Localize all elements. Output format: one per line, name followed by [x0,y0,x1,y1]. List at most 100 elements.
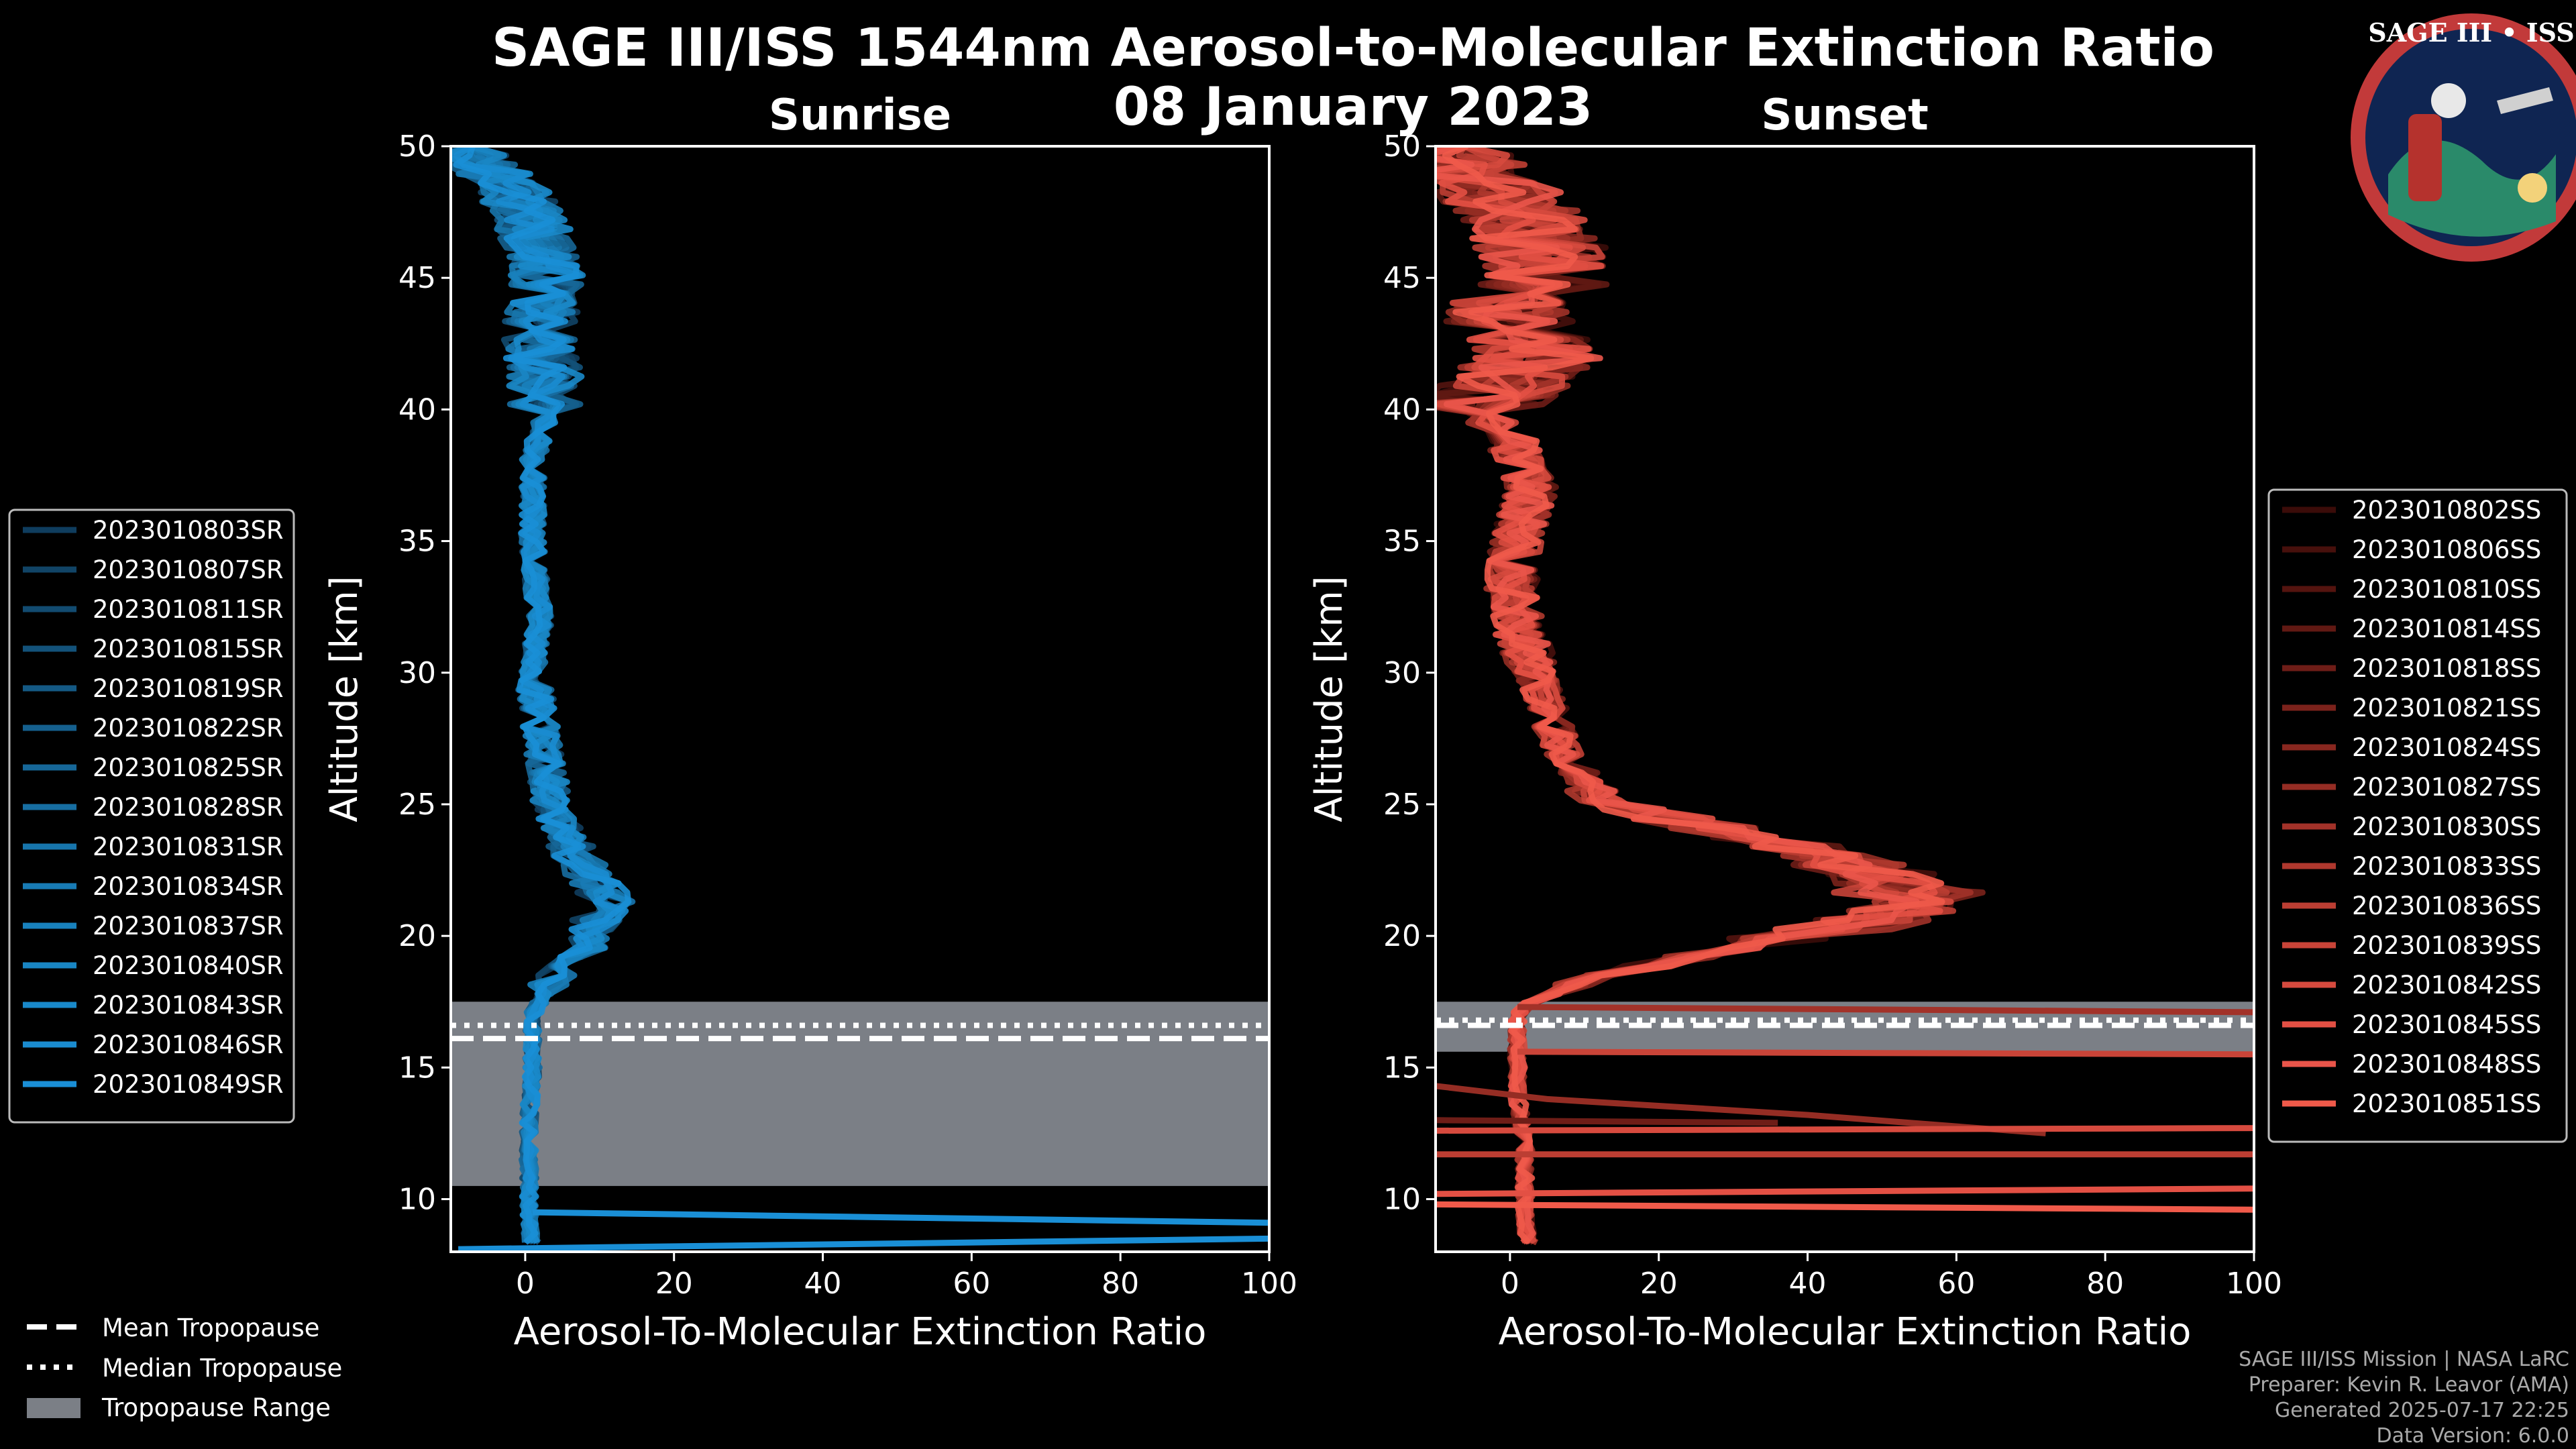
logo-sun-icon [2518,173,2547,203]
anomaly-line-3 [1436,1083,2046,1136]
legend-label: 2023010851SS [2352,1089,2541,1118]
anomaly-line-1 [532,1209,1269,1226]
credit-data-version: Data Version: 6.0.0 [2377,1424,2569,1448]
legend-label: 2023010806SS [2352,535,2541,564]
y-tick-label: 45 [398,261,436,295]
panel-title-sunset: Sunset [1761,91,1928,140]
panel-sunrise: 0 20 40 60 80 100 10 15 20 25 30 35 40 45 50 Aerosol-To… [323,91,1297,1354]
median-tropopause-label: Median Tropopause [102,1354,342,1383]
tropopause-range-label: Tropopause Range [101,1393,331,1422]
logo-iss-icon [2497,87,2553,114]
y-tick-label: 50 [1383,129,1421,164]
logo-moon-icon [2431,83,2466,118]
anomaly-line-2 [458,1235,1269,1252]
y-tick-label: 30 [398,656,436,690]
credit-generated: Generated 2025-07-17 22:25 [2275,1399,2569,1422]
x-tick-label: 60 [953,1267,990,1301]
legend-label: 2023010815SR [93,635,284,663]
legend-label: 2023010828SR [93,793,284,822]
legend-label: 2023010811SR [93,595,284,624]
y-tick-label: 25 [1383,788,1421,822]
legend-label: 2023010827SS [2352,773,2541,802]
legend-label: 2023010821SS [2352,694,2541,722]
x-tick-label: 60 [1937,1267,1975,1301]
legend-label: 2023010818SS [2352,654,2541,683]
y-tick-label: 15 [398,1051,436,1085]
legend-label: 2023010824SS [2352,733,2541,762]
y-axis-label: Altitude [km] [323,576,366,822]
anomaly-line-8 [1436,1201,2254,1213]
mean-tropopause-label: Mean Tropopause [102,1313,320,1342]
legend-label: 2023010802SS [2352,496,2541,525]
figure-date: 08 January 2023 [1114,77,1593,138]
legend-label: 2023010814SS [2352,614,2541,643]
figure-title: SAGE III/ISS 1544nm Aerosol-to-Molecular… [492,18,2214,78]
anomaly-line-5 [1436,1125,2254,1134]
logo-figure-icon [2408,114,2442,201]
tropopause-legend: Mean Tropopause Median Tropopause Tropop… [27,1313,342,1422]
y-tick-label: 35 [1383,525,1421,559]
anomaly-line-2 [1517,1049,2254,1058]
y-tick-label: 10 [1383,1183,1421,1217]
sunrise-legend: 2023010803SR 2023010807SR 2023010811SR 2023… [8,508,295,1124]
axes-frame [449,145,1271,1253]
chart-panels: 0 20 40 60 80 100 10 15 20 25 30 35 40 45 50 Aerosol-To… [323,91,2282,1354]
plot-area [1436,146,2254,1252]
series-group [1436,146,2254,1246]
x-axis-label: Aerosol-To-Molecular Extinction Ratio [514,1310,1207,1354]
series-line-2023010848SS [1436,146,1920,1245]
legend-box [8,508,295,1124]
legend-label: 2023010846SR [93,1030,284,1059]
sunset-legend: 2023010802SS 2023010806SS 2023010810SS 2023… [2267,488,2568,1143]
y-tick-label: 35 [398,525,436,559]
series-line-2023010851SS [1442,146,1945,1245]
tropopause-range-swatch [27,1398,80,1418]
legend-label: 2023010839SS [2352,931,2541,960]
y-tick-label: 45 [1383,261,1421,295]
x-tick-label: 20 [655,1267,693,1301]
sage-iss-logo: SAGE III • ISS [2351,13,2576,262]
anomaly-line-4 [1436,1117,1778,1126]
y-tick-label: 20 [1383,919,1421,953]
anomaly-line-1 [1517,1004,2254,1016]
y-tick-label: 40 [398,392,436,427]
tropopause-range-band [451,1002,1269,1186]
y-axis-label: Altitude [km] [1307,576,1351,822]
axes-frame [1434,145,2255,1253]
legend-label: 2023010840SR [93,951,284,980]
y-tick-label: 20 [398,919,436,953]
x-tick-label: 100 [1241,1267,1297,1301]
x-tick-label: 0 [1501,1267,1519,1301]
x-tick-label: 0 [516,1267,535,1301]
legend-label: 2023010849SR [93,1070,284,1099]
credits: SAGE III/ISS Mission | NASA LaRC Prepare… [2239,1348,2569,1448]
legend-label: 2023010837SR [93,912,284,941]
y-tick-label: 40 [1383,392,1421,427]
x-tick-label: 100 [2226,1267,2282,1301]
y-tick-label: 25 [398,788,436,822]
x-tick-label: 80 [1102,1267,1139,1301]
legend-label: 2023010831SR [93,833,284,861]
legend-box [2267,488,2568,1143]
x-axis-label: Aerosol-To-Molecular Extinction Ratio [1499,1310,2192,1354]
series-group [451,146,1269,1252]
series-line-2023010849SR [453,146,631,1245]
legend-label: 2023010843SR [93,991,284,1020]
y-tick-label: 50 [398,129,436,164]
x-tick-label: 40 [804,1267,842,1301]
x-tick-label: 20 [1640,1267,1678,1301]
credit-preparer: Preparer: Kevin R. Leavor (AMA) [2249,1373,2569,1397]
legend-label: 2023010845SS [2352,1010,2541,1039]
y-tick-label: 15 [1383,1051,1421,1085]
y-tick-label: 30 [1383,656,1421,690]
legend-label: 2023010803SR [93,516,284,545]
legend-label: 2023010825SR [93,753,284,782]
anomaly-line-7 [1436,1185,2254,1197]
credit-mission: SAGE III/ISS Mission | NASA LaRC [2239,1348,2569,1371]
legend-label: 2023010834SR [93,872,284,901]
legend-label: 2023010807SR [93,555,284,584]
logo-title: SAGE III • ISS [2368,17,2574,48]
panel-sunset: 0 20 40 60 80 100 10 15 20 25 30 35 40 45 50 Aerosol-To… [1307,91,2282,1354]
legend-label: 2023010833SS [2352,852,2541,881]
